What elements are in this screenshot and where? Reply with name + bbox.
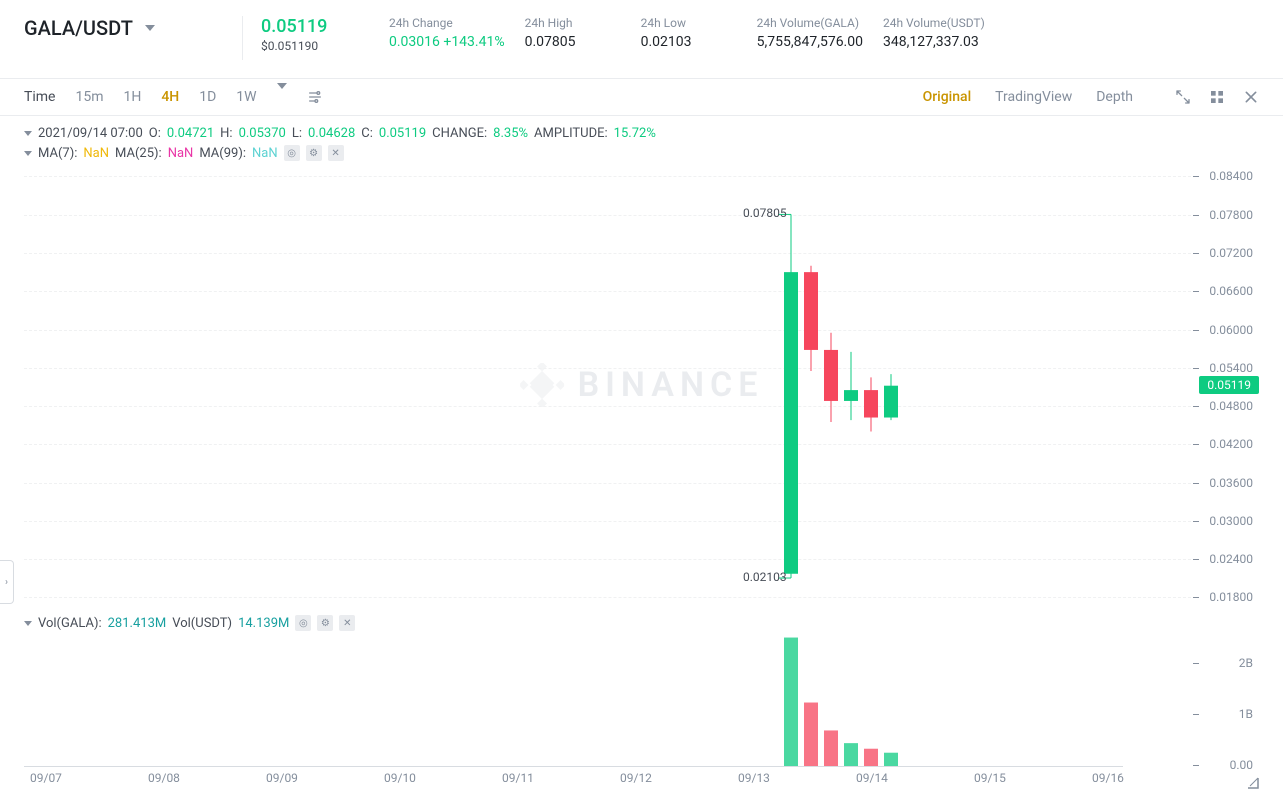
indicator-close-icon[interactable]: ✕	[339, 615, 355, 631]
vol-quote-value: 14.139M	[238, 616, 289, 631]
grid-icon[interactable]	[1209, 89, 1225, 105]
current-price-label: 0.05119	[1199, 376, 1259, 394]
vol-quote-label: Vol(USDT)	[172, 616, 232, 631]
x-tick: 09/07	[30, 771, 62, 785]
chart-type-tradingview[interactable]: TradingView	[995, 89, 1072, 105]
chevron-down-icon	[145, 25, 155, 31]
stat-label: 24h High	[525, 16, 621, 30]
timeframe-1H[interactable]: 1H	[123, 89, 141, 105]
side-expand-tab[interactable]: ›	[0, 560, 14, 604]
divider	[242, 16, 243, 60]
ohlc-info-row: 2021/09/14 07:00 O: 0.04721 H: 0.05370 L: 0…	[24, 126, 1259, 141]
time-x-axis: 09/07 09/08 09/09 09/10 09/11 09/12 09/13 09/14…	[0, 765, 1283, 793]
volume-info-row: Vol(GALA): 281.413M Vol(USDT) 14.139M ◎ …	[24, 615, 1259, 631]
x-tick: 09/09	[266, 771, 298, 785]
timeframe-4H[interactable]: 4H	[161, 89, 179, 105]
stat-value: 348,127,337.03	[883, 34, 985, 50]
ma-info-row: MA(7): NaN MA(25): NaN MA(99): NaN ◎ ⚙ ✕	[24, 145, 1259, 161]
volume-svg[interactable]	[24, 635, 1123, 767]
stat-label: 24h Volume(USDT)	[883, 16, 985, 30]
timeframe-15m[interactable]: 15m	[75, 89, 103, 105]
last-price-fiat: $0.051190	[261, 39, 369, 53]
collapse-toggle[interactable]	[24, 621, 32, 626]
timeframe-1D[interactable]: 1D	[199, 89, 216, 105]
low-annotation: 0.02103	[743, 570, 787, 584]
x-tick: 09/14	[856, 771, 888, 785]
ohlc-h: 0.05370	[239, 126, 286, 141]
x-tick: 09/11	[502, 771, 534, 785]
indicator-eye-icon[interactable]: ◎	[295, 615, 311, 631]
stat-label: 24h Volume(GALA)	[757, 16, 863, 30]
ma7-label: MA(7):	[38, 146, 77, 161]
ma7-value: NaN	[83, 146, 109, 161]
x-tick: 09/12	[620, 771, 652, 785]
ohlc-amp-label: AMPLITUDE:	[534, 126, 608, 141]
x-tick: 09/10	[384, 771, 416, 785]
x-tick: 09/13	[738, 771, 770, 785]
ohlc-amp: 15.72%	[614, 126, 656, 141]
stat-24h-vol-base: 24h Volume(GALA) 5,755,847,576.00	[757, 16, 863, 50]
x-tick: 09/16	[1092, 771, 1124, 785]
ohlc-timestamp: 2021/09/14 07:00	[38, 126, 143, 141]
vol-base-label: Vol(GALA):	[38, 616, 102, 631]
x-tick: 09/08	[148, 771, 180, 785]
ma25-label: MA(25):	[115, 146, 162, 161]
price-chart-panel: 2021/09/14 07:00 O: 0.04721 H: 0.05370 L: 0…	[0, 116, 1283, 605]
collapse-toggle[interactable]	[24, 151, 32, 156]
indicator-close-icon[interactable]: ✕	[328, 145, 344, 161]
market-header: GALA/USDT 0.05119 $0.051190 24h Change 0…	[0, 0, 1283, 79]
pair-name: GALA/USDT	[24, 16, 133, 40]
ma99-label: MA(99):	[199, 146, 246, 161]
stat-24h-high: 24h High 0.07805	[525, 16, 621, 50]
stat-label: 24h Low	[641, 16, 737, 30]
stat-24h-change: 24h Change 0.03016 +143.41%	[389, 16, 505, 50]
ohlc-l: 0.04628	[308, 126, 355, 141]
stat-24h-low: 24h Low 0.02103	[641, 16, 737, 50]
chart-type-original[interactable]: Original	[923, 89, 972, 105]
ohlc-change-label: CHANGE:	[432, 126, 487, 141]
high-annotation: 0.07805	[743, 206, 787, 220]
ohlc-o: 0.04721	[167, 126, 214, 141]
price-block: 0.05119 $0.051190	[261, 16, 369, 53]
vol-base-value: 281.413M	[108, 616, 167, 631]
close-icon[interactable]	[1243, 89, 1259, 105]
ohlc-o-label: O:	[149, 126, 161, 141]
collapse-toggle[interactable]	[24, 131, 32, 136]
stat-label: 24h Change	[389, 16, 505, 30]
chart-type-depth[interactable]: Depth	[1096, 89, 1133, 105]
indicator-eye-icon[interactable]: ◎	[284, 145, 300, 161]
ohlc-c: 0.05119	[379, 126, 426, 141]
chevron-down-icon	[277, 83, 287, 105]
axis-resize-icon[interactable]	[1247, 777, 1259, 789]
stat-24h-vol-quote: 24h Volume(USDT) 348,127,337.03	[883, 16, 985, 50]
chart-toolbar: Time 15m 1H 4H 1D 1W Original TradingView Dept…	[0, 79, 1283, 116]
ohlc-h-label: H:	[220, 126, 232, 141]
stat-value: 5,755,847,576.00	[757, 34, 863, 50]
stat-value: 0.07805	[525, 34, 621, 50]
volume-chart-panel: Vol(GALA): 281.413M Vol(USDT) 14.139M ◎ …	[0, 615, 1283, 765]
indicator-settings-icon[interactable]: ⚙	[317, 615, 333, 631]
ohlc-c-label: C:	[361, 126, 373, 141]
timeframe-1W[interactable]: 1W	[236, 89, 256, 105]
stat-value: 0.03016 +143.41%	[389, 34, 505, 50]
ma25-value: NaN	[168, 146, 194, 161]
indicator-settings-icon[interactable]: ⚙	[306, 145, 322, 161]
ohlc-l-label: L:	[292, 126, 302, 141]
timeframe-label: Time	[24, 89, 55, 105]
price-chart[interactable]: BINANCE 0.084000.078000.072000.066000.06…	[24, 165, 1259, 605]
candlestick-svg	[24, 165, 1123, 605]
ma99-value: NaN	[252, 146, 278, 161]
stat-value: 0.02103	[641, 34, 737, 50]
settings-icon[interactable]	[307, 89, 323, 105]
x-tick: 09/15	[974, 771, 1006, 785]
fullscreen-icon[interactable]	[1175, 89, 1191, 105]
timeframe-more[interactable]	[277, 89, 287, 105]
pair-selector[interactable]: GALA/USDT	[24, 16, 224, 40]
ohlc-change: 8.35%	[493, 126, 528, 141]
last-price: 0.05119	[261, 16, 369, 37]
